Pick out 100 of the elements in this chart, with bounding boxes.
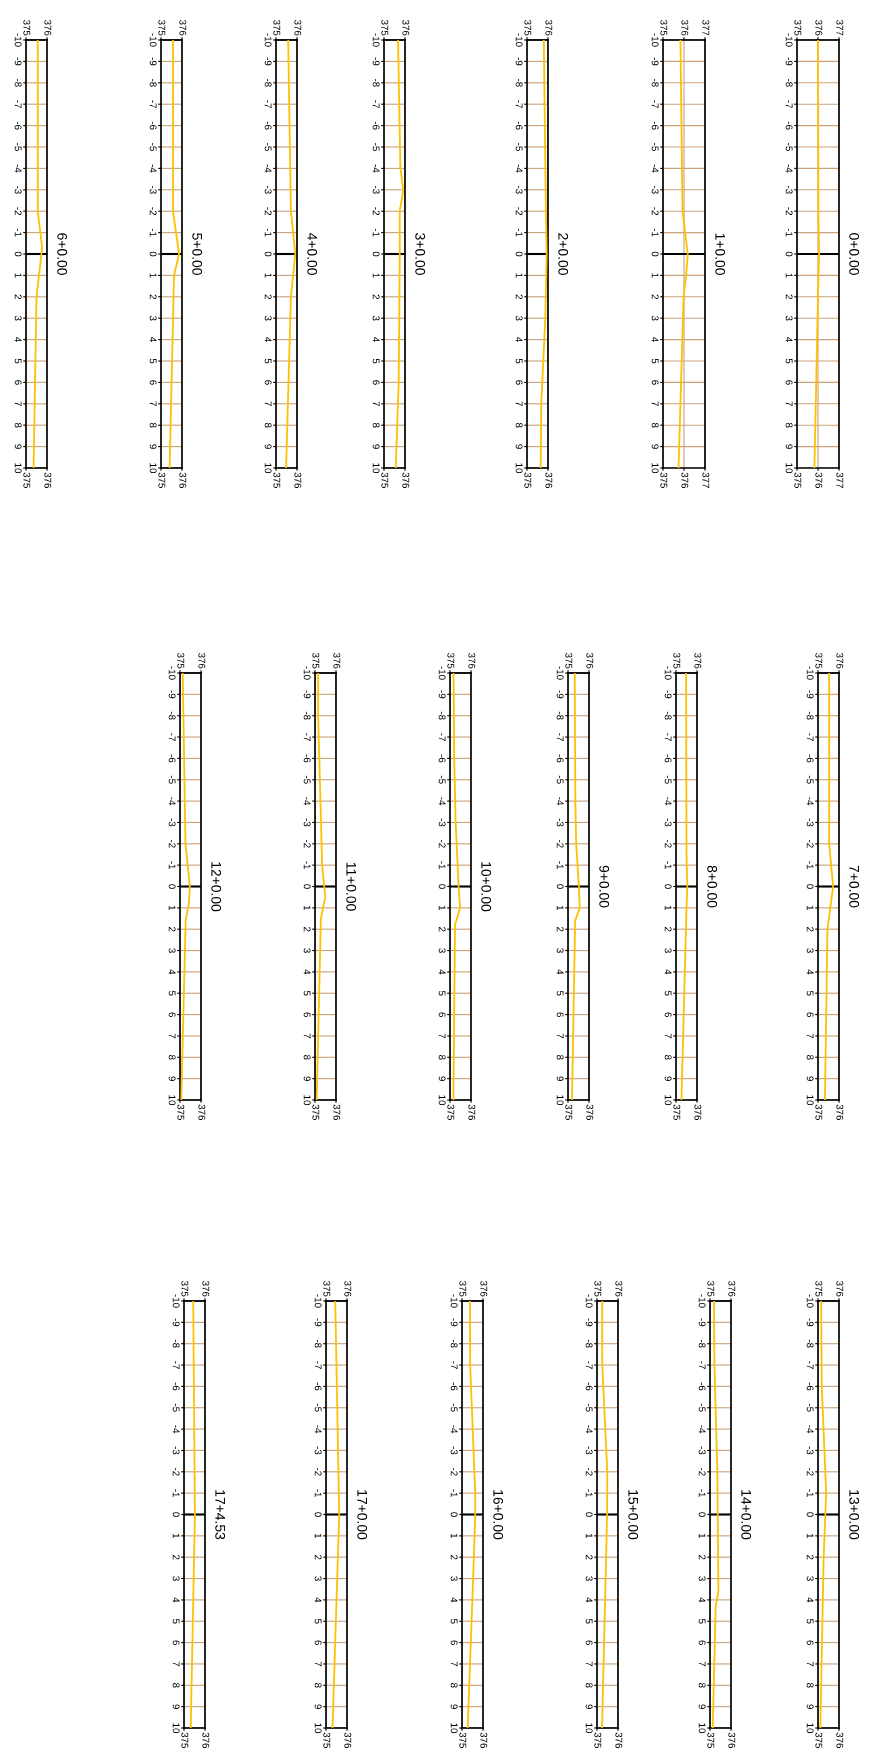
y-tick-label: 5 bbox=[585, 1618, 593, 1624]
x-tick-label: 375 bbox=[815, 1732, 823, 1748]
x2-tick-label: 376 bbox=[468, 652, 476, 669]
x-tick-label: 375 bbox=[794, 472, 802, 488]
y-tick-label: -9 bbox=[314, 1318, 322, 1327]
x2-tick-label: 376 bbox=[836, 652, 844, 669]
y-tick-label: 10 bbox=[515, 463, 523, 474]
y-tick-label: 10 bbox=[664, 1095, 672, 1106]
y-tick-label: -2 bbox=[168, 839, 176, 848]
y-tick-label: -5 bbox=[515, 143, 523, 151]
y-tick-label: 6 bbox=[149, 380, 157, 385]
y-tick-label: 4 bbox=[303, 969, 311, 975]
text: 0+0.00 bbox=[849, 233, 860, 275]
y-tick-label: -4 bbox=[303, 797, 311, 806]
y-tick-label: 9 bbox=[651, 444, 659, 449]
y-tick-label: -8 bbox=[515, 78, 523, 87]
y-tick-label: 1 bbox=[149, 273, 157, 278]
y-tick-label: -2 bbox=[806, 1467, 814, 1476]
y-tick-label: 4 bbox=[314, 1597, 322, 1603]
y-tick-label: -1 bbox=[806, 861, 814, 869]
y-tick-label: 2 bbox=[149, 294, 157, 300]
y-tick-label: 8 bbox=[14, 422, 22, 428]
y-tick-label: -5 bbox=[698, 1403, 706, 1412]
x-tick-label: 376 bbox=[198, 1104, 206, 1120]
y-tick-label: 0 bbox=[438, 884, 446, 889]
y-tick-label: -4 bbox=[785, 164, 793, 173]
x2-tick-label: 375 bbox=[323, 1280, 331, 1297]
y-tick-label: 7 bbox=[438, 1033, 446, 1039]
y-tick-label: 5 bbox=[806, 1618, 814, 1624]
y-tick-label: -5 bbox=[438, 775, 446, 784]
y-tick-label: 6 bbox=[14, 380, 22, 385]
y-tick-label: 8 bbox=[450, 1683, 458, 1688]
y-tick-label: -10 bbox=[438, 666, 446, 680]
y-tick-label: -1 bbox=[172, 1489, 180, 1497]
y-tick-label: -5 bbox=[303, 775, 311, 784]
y-tick-label: -1 bbox=[264, 228, 272, 237]
y-tick-label: -3 bbox=[450, 1446, 458, 1455]
y-tick-label: 8 bbox=[585, 1683, 593, 1688]
y-tick-label: 6 bbox=[372, 380, 380, 385]
x2-tick-label: 375 bbox=[312, 652, 320, 669]
y-tick-label: 1 bbox=[303, 905, 311, 911]
x-tick-label: 376 bbox=[333, 1104, 341, 1120]
y-tick-label: -10 bbox=[785, 33, 793, 47]
x2-tick-label: 376 bbox=[202, 1280, 210, 1297]
y-tick-label: -7 bbox=[14, 100, 22, 109]
y-tick-label: 5 bbox=[149, 358, 157, 364]
x-tick-label: 375 bbox=[323, 1732, 331, 1748]
y-tick-label: 5 bbox=[303, 990, 311, 996]
x-tick-label: 376 bbox=[586, 1104, 594, 1120]
text: 1+0.00 bbox=[715, 233, 726, 275]
y-tick-label: -4 bbox=[515, 164, 523, 173]
y-tick-label: 0 bbox=[806, 884, 814, 889]
y-tick-label: -8 bbox=[438, 711, 446, 720]
y-tick-label: -8 bbox=[14, 78, 22, 87]
x-tick-label: 375 bbox=[447, 1104, 455, 1120]
y-tick-label: 4 bbox=[651, 337, 659, 343]
text: 2+0.00 bbox=[558, 233, 569, 275]
y-tick-label: 3 bbox=[515, 315, 523, 321]
x2-tick-label: 375 bbox=[673, 652, 681, 669]
y-tick-label: 8 bbox=[664, 1055, 672, 1060]
y-tick-label: 2 bbox=[450, 1554, 458, 1560]
y-tick-label: 10 bbox=[438, 1095, 446, 1106]
y-tick-label: 7 bbox=[651, 401, 659, 407]
y-tick-label: 7 bbox=[303, 1033, 311, 1039]
y-tick-label: 6 bbox=[585, 1640, 593, 1645]
x2-tick-label: 375 bbox=[707, 1280, 715, 1297]
y-tick-label: -2 bbox=[149, 207, 157, 216]
y-tick-label: 2 bbox=[372, 294, 380, 300]
y-tick-label: 2 bbox=[585, 1554, 593, 1560]
y-tick-label: -1 bbox=[556, 861, 564, 869]
x2-tick-label: 375 bbox=[181, 1280, 189, 1297]
y-tick-label: 9 bbox=[698, 1704, 706, 1709]
y-tick-label: 6 bbox=[785, 380, 793, 385]
y-tick-label: -8 bbox=[785, 78, 793, 87]
y-tick-label: -1 bbox=[806, 1489, 814, 1497]
x2-tick-label: 375 bbox=[594, 1280, 602, 1297]
y-tick-label: 9 bbox=[450, 1704, 458, 1709]
y-tick-label: -2 bbox=[303, 839, 311, 848]
y-tick-label: -10 bbox=[585, 1294, 593, 1308]
y-tick-label: 4 bbox=[806, 1597, 814, 1603]
x2-tick-label: 377 bbox=[836, 19, 844, 36]
x2-tick-label: 376 bbox=[728, 1280, 736, 1297]
y-tick-label: 9 bbox=[806, 1704, 814, 1709]
y-tick-label: -2 bbox=[450, 1467, 458, 1476]
y-tick-label: 1 bbox=[372, 273, 380, 278]
y-tick-label: -7 bbox=[303, 733, 311, 741]
y-tick-label: -4 bbox=[172, 1425, 180, 1434]
y-tick-label: 8 bbox=[806, 1683, 814, 1688]
x-tick-label: 375 bbox=[660, 472, 668, 488]
y-tick-label: 7 bbox=[149, 401, 157, 407]
y-tick-label: -2 bbox=[438, 839, 446, 848]
y-tick-label: -7 bbox=[172, 1361, 180, 1369]
y-tick-label: -1 bbox=[438, 861, 446, 869]
y-tick-label: -7 bbox=[438, 733, 446, 741]
y-tick-label: 5 bbox=[168, 990, 176, 996]
x2-tick-label: 376 bbox=[681, 19, 689, 36]
x2-tick-label: 375 bbox=[565, 652, 573, 669]
y-tick-label: 0 bbox=[149, 251, 157, 257]
y-tick-label: -2 bbox=[664, 839, 672, 848]
x2-tick-label: 376 bbox=[615, 1280, 623, 1297]
